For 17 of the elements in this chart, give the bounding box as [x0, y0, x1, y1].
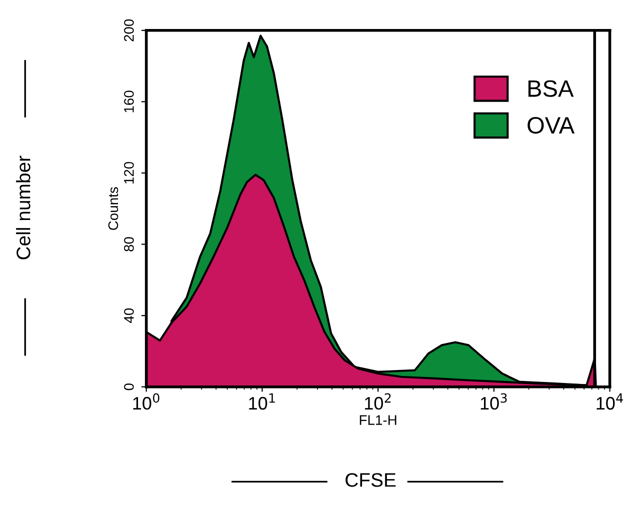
x-tick-label: 10$^{0}$: [133, 393, 160, 410]
x-tick-label: 10$^{2}$: [364, 393, 391, 410]
text: Cell number: [16, 156, 30, 260]
x-tick-label: 10$^{3}$: [480, 393, 507, 410]
y-tick-label: 0: [124, 384, 134, 390]
y-tick-label: 80: [124, 237, 134, 252]
text: CFSE: [346, 473, 396, 487]
y-tick-label: 120: [124, 162, 134, 184]
y-tick-label: 160: [124, 90, 134, 112]
y-tick-label: 40: [124, 308, 134, 323]
y-tick-label: 200: [124, 19, 134, 42]
legend-label: BSA: [528, 80, 574, 97]
x-tick-label: 10$^{1}$: [249, 393, 275, 410]
x-tick-label: 10$^{4}$: [596, 393, 623, 410]
y-axis-title: Counts: [108, 187, 118, 230]
x-axis-title: FL1-H: [360, 415, 396, 425]
legend-label: OVA: [528, 116, 575, 134]
